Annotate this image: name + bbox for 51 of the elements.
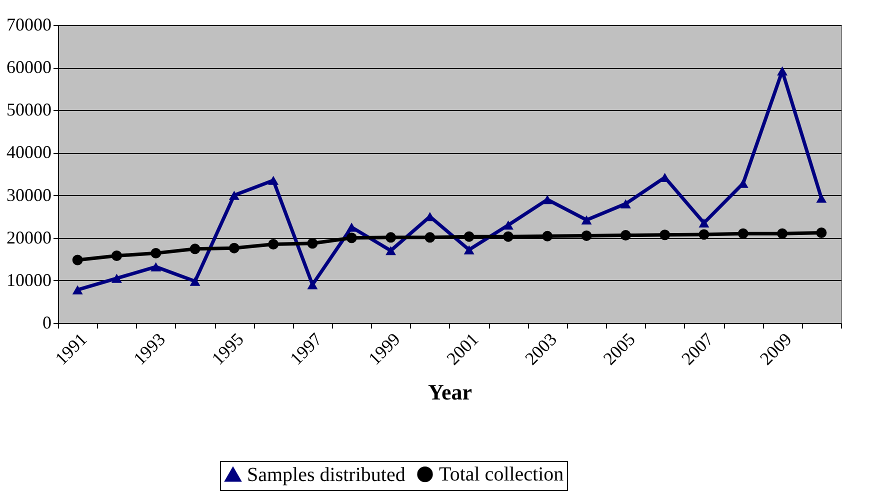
point (268, 176, 279, 185)
point (72, 254, 83, 266)
legend-label: Samples distributed (247, 464, 406, 486)
point (307, 238, 318, 249)
point (502, 231, 514, 242)
x-tick-label: 1991 (51, 329, 91, 369)
point (150, 262, 162, 272)
point (228, 242, 240, 254)
point (190, 244, 200, 254)
point (268, 239, 279, 250)
point (190, 276, 200, 286)
point (620, 199, 631, 208)
point (816, 194, 827, 203)
point (111, 274, 122, 283)
point (111, 250, 122, 261)
legend-label: Total collection (439, 463, 564, 486)
point (346, 222, 357, 232)
point (542, 195, 553, 204)
point (620, 230, 631, 241)
y-tick-label: 40000 (6, 142, 52, 162)
point (542, 230, 553, 242)
point (777, 228, 788, 239)
point (150, 248, 162, 258)
point (346, 232, 357, 244)
point (581, 215, 592, 225)
y-tick-label: 70000 (6, 14, 52, 34)
point (386, 232, 396, 243)
point (660, 172, 670, 182)
y-tick-label: 30000 (6, 184, 52, 205)
point (72, 285, 83, 294)
y-tick-label: 20000 (6, 227, 52, 248)
point (777, 66, 788, 76)
y-tick-label: 10000 (6, 270, 52, 290)
point (698, 218, 710, 228)
point (502, 220, 514, 230)
point (581, 230, 592, 241)
point (698, 229, 710, 240)
point (228, 190, 240, 200)
y-tick-label: 0 (42, 312, 52, 332)
point (660, 230, 670, 240)
point (816, 228, 827, 238)
point (386, 246, 396, 256)
y-tick-label: 50000 (6, 100, 52, 120)
point (424, 232, 436, 243)
y-tick-label: 60000 (6, 57, 52, 78)
x-axis-title: Year (428, 380, 472, 405)
point (738, 228, 748, 239)
point (464, 231, 474, 242)
point (464, 245, 474, 254)
point (307, 280, 318, 290)
x-tick-label: 1993 (130, 329, 170, 369)
